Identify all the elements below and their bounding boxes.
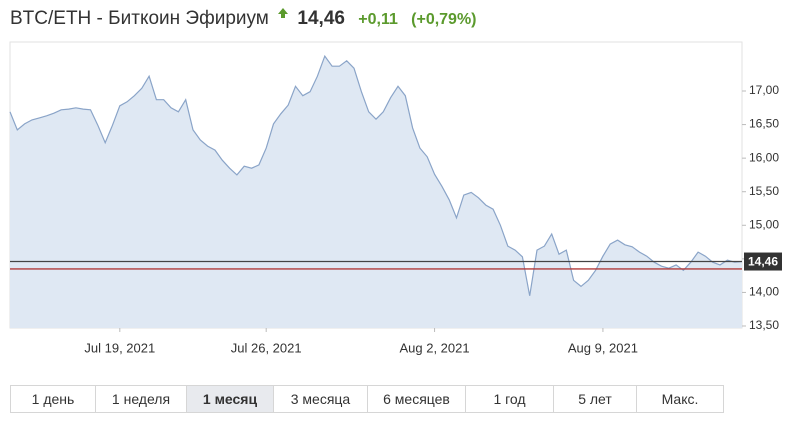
range-button[interactable]: 1 месяц [187,386,274,412]
x-tick-label: Jul 19, 2021 [84,340,155,355]
y-tick-label: 16,00 [749,150,779,164]
y-tick-label: 17,00 [749,83,779,97]
y-tick-label: 15,00 [749,217,779,231]
area [10,56,742,328]
chart: investing.com13,5014,0014,5015,0015,5016… [9,41,782,355]
range-button[interactable]: 1 день [11,386,96,412]
change-percent: (+0,79%) [411,11,477,28]
change: +0,11 [358,11,398,28]
y-tick-label: 16,50 [749,117,779,131]
range-button[interactable]: 1 год [466,386,554,412]
range-button[interactable]: Макс. [661,391,699,407]
range-buttons: 1 день 1 неделя 1 месяц 3 месяца 6 месяцев 1 … [10,385,724,413]
range-button[interactable]: 1 неделя [96,386,187,412]
range-button[interactable]: 5 лет [554,386,637,412]
x-tick-label: Jul 26, 2021 [231,340,302,355]
x-tick-label: Aug 9, 2021 [568,340,638,355]
price-label: 14,46 [748,255,778,269]
range-button[interactable]: 3 месяца [274,386,368,412]
y-tick-label: 13,50 [749,318,779,332]
title: BTC/ETH - Биткоин Эфириум [10,8,269,29]
y-tick-label: 14,00 [749,285,779,299]
y-tick-label: 15,50 [749,184,779,198]
price-box [744,252,782,271]
price: 14,46 [297,8,345,29]
line [9,54,743,296]
up-arrow [278,8,289,18]
x-tick-label: Aug 2, 2021 [399,340,469,355]
range-button[interactable]: 6 месяцев [368,386,466,412]
header: BTC/ETH - Биткоин Эфириум 14,46 +0,11 (+… [10,8,477,30]
